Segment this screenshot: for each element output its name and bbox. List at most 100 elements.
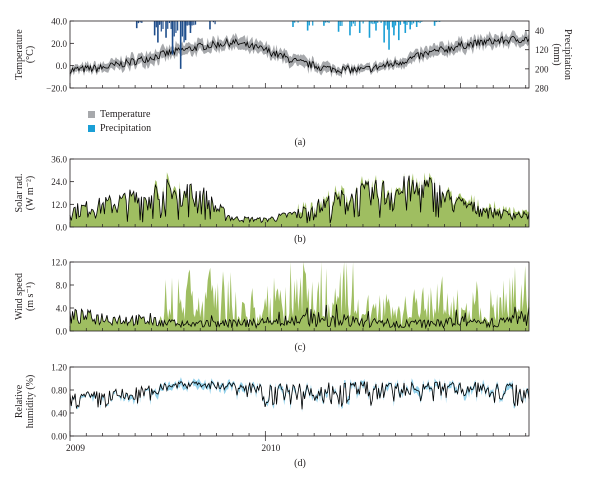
precipitation-bar xyxy=(391,21,394,28)
precipitation-bar xyxy=(415,21,418,27)
precipitation-bar xyxy=(439,21,441,22)
precipitation-bar xyxy=(404,21,407,33)
precipitation-bar xyxy=(139,21,141,23)
precipitation-bar xyxy=(395,21,397,26)
precipitation-bar xyxy=(209,21,211,30)
precipitation-bar xyxy=(308,21,310,26)
precipitation-bar xyxy=(372,21,374,25)
precipitation-bar xyxy=(406,21,408,25)
solar-radiation-line xyxy=(69,175,530,224)
precipitation-bar xyxy=(312,21,314,26)
precipitation-bar xyxy=(193,21,195,26)
y-tick-label: 0.0 xyxy=(56,327,68,337)
precipitation-bar xyxy=(399,21,402,25)
y-tick-label: 4.0 xyxy=(56,304,68,314)
y-axis-label-line: (m s⁻¹) xyxy=(25,282,36,311)
precipitation-bar xyxy=(358,21,361,33)
precipitation-bar xyxy=(214,21,216,25)
x-tick-label: 2010 xyxy=(261,444,280,454)
precipitation-bar xyxy=(408,21,410,23)
precipitation-bar xyxy=(396,21,398,22)
precipitation-bar xyxy=(341,21,343,26)
precipitation-bar xyxy=(212,21,214,23)
plot-frame xyxy=(69,20,530,89)
relative-humidity-line xyxy=(69,380,530,410)
precipitation-bar xyxy=(388,21,390,50)
chart-panel-b: 0.0 12.0 24.0 36.0 Solar rad.(W m⁻²) (b) xyxy=(14,155,530,245)
precipitation-bar xyxy=(173,21,175,37)
precipitation-bar xyxy=(403,21,405,24)
precipitation-bar xyxy=(177,21,179,31)
precipitation-bar xyxy=(433,21,436,26)
y-tick-label: 0.0 xyxy=(56,223,68,233)
precipitation-bar xyxy=(175,21,177,33)
y-tick-label: 0.00 xyxy=(51,432,67,442)
precipitation-bar xyxy=(158,21,161,25)
precipitation-bar xyxy=(292,21,294,27)
y-tick-label: 20.0 xyxy=(51,39,67,49)
legend-precipitation-label: Precipitation xyxy=(100,123,152,134)
y-axis-label-line: humidity (%) xyxy=(25,375,36,429)
precipitation-bar xyxy=(183,21,185,43)
y-tick-label: 12.0 xyxy=(51,258,67,268)
precipitation-bar xyxy=(411,21,413,25)
precipitation-bar xyxy=(297,21,299,23)
precipitation-bar xyxy=(375,21,377,31)
y-axis-label-line: Wind speed xyxy=(14,273,25,320)
panel-caption: (c) xyxy=(294,342,305,353)
precipitation-bar xyxy=(306,21,309,31)
y-tick-label: 24.0 xyxy=(51,177,67,187)
y2-tick-label: 40 xyxy=(535,26,545,36)
precipitation-bar xyxy=(179,21,182,69)
precipitation-bar xyxy=(351,21,353,27)
precipitation-bar xyxy=(189,21,192,33)
y-tick-label: 8.0 xyxy=(56,281,68,291)
temperature-band xyxy=(70,30,529,79)
precipitation-bar xyxy=(194,21,197,25)
solar-radiation-band xyxy=(70,172,529,227)
precipitation-bar xyxy=(419,21,421,24)
precipitation-bar xyxy=(393,21,395,36)
precipitation-bar xyxy=(323,21,325,26)
chart-panel-d: 0.00 0.40 0.80 1.20 2009 2010 Relativehumidity… xyxy=(14,363,530,469)
y-tick-label: 36.0 xyxy=(51,155,67,165)
y-axis-label-line: Temperature xyxy=(14,29,25,80)
precipitation-bar xyxy=(160,21,162,32)
y-axis-label-line: Relative xyxy=(14,384,25,418)
y-tick-label: 0.0 xyxy=(56,61,68,71)
precipitation-bar xyxy=(181,21,183,37)
plot-frame xyxy=(69,261,530,332)
precipitation-bar xyxy=(325,21,327,23)
precipitation-bar xyxy=(409,21,411,30)
precipitation-bar xyxy=(339,21,341,26)
precipitation-bar xyxy=(186,21,188,26)
wind-speed-band xyxy=(70,262,529,331)
precipitation-bar xyxy=(368,21,371,38)
precipitation-bar xyxy=(370,21,372,24)
precipitation-bar xyxy=(171,21,174,55)
panel-caption: (d) xyxy=(294,458,306,469)
precipitation-bar xyxy=(386,21,389,30)
precipitation-bar xyxy=(385,21,387,26)
y-axis-label-line: (°C) xyxy=(25,46,36,63)
y-tick-label: 1.20 xyxy=(51,363,67,373)
y2-tick-label: 120 xyxy=(535,45,549,55)
y2-axis-label-line: (mm) xyxy=(551,43,562,65)
legend-precipitation: Precipitation xyxy=(88,123,151,134)
y2-axis-label: Precipitation(mm) xyxy=(551,29,573,80)
chart-panel-c: 0.0 4.0 8.0 12.0 Wind speed(m s⁻¹) (c) xyxy=(14,258,530,353)
precipitation-bar xyxy=(153,21,156,36)
chart-panel-a: −20.00.020.040.040120200280Precipitation… xyxy=(14,17,573,149)
panel-caption: (a) xyxy=(294,137,305,148)
temperature-line xyxy=(69,35,530,75)
y-axis-label: Solar rad.(W m⁻²) xyxy=(14,174,36,213)
precipitation-bar xyxy=(377,21,379,23)
precipitation-bar xyxy=(170,21,172,30)
precipitation-bar xyxy=(421,21,423,22)
precipitation-bar xyxy=(362,21,364,24)
precipitation-bar xyxy=(141,21,143,23)
precipitation-bar xyxy=(397,21,400,41)
precipitation-bar xyxy=(168,21,171,23)
precipitation-bar xyxy=(337,21,340,32)
